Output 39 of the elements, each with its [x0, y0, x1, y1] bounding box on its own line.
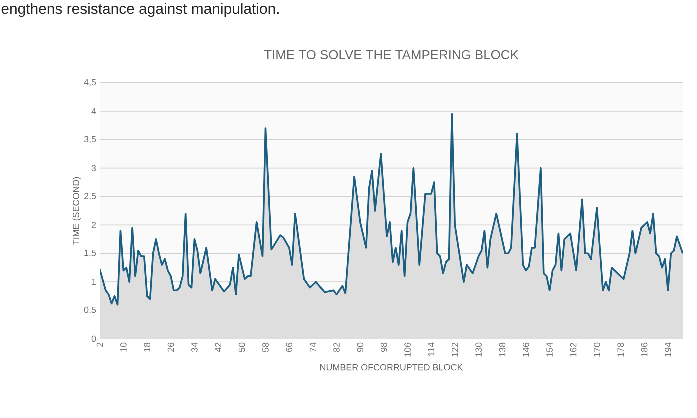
x-tick-label: 18: [144, 342, 151, 352]
x-tick-label: 122: [452, 342, 458, 357]
x-tick-label: 186: [641, 342, 648, 357]
y-axis-title: TIME (SECOND): [72, 177, 82, 245]
x-tick-label: 90: [357, 342, 364, 352]
x-tick-label: 130: [476, 342, 482, 357]
x-tick-label: 74: [310, 342, 316, 352]
x-tick-label: 114: [428, 342, 435, 356]
x-tick-label: 82: [334, 342, 340, 352]
y-tick-label: 3,5: [84, 136, 96, 144]
y-tick-label: 1,5: [84, 250, 96, 258]
y-tick-label: 2: [92, 222, 96, 228]
x-tick-label: 34: [192, 342, 198, 352]
x-tick-label: 162: [570, 342, 577, 357]
y-tick-label: 0,5: [84, 306, 96, 314]
x-tick-label: 194: [665, 342, 672, 357]
x-tick-label: 2: [96, 342, 104, 348]
x-tick-label: 170: [594, 342, 600, 357]
x-tick-label: 106: [404, 342, 411, 357]
y-tick-label: 0: [92, 336, 96, 342]
y-tick-label: 4,5: [84, 79, 96, 87]
x-tick-label: 178: [618, 342, 624, 357]
x-tick-label: 154: [546, 342, 553, 357]
x-tick-label: 10: [120, 342, 127, 352]
x-tick-label: 42: [215, 342, 222, 352]
x-axis-title: NUMBER OFCORRUPTED BLOCK: [320, 364, 464, 371]
y-tick-label: 1: [92, 279, 96, 286]
x-tick-label: 98: [380, 342, 388, 352]
y-tick-label: 3: [92, 165, 96, 172]
y-tick-label: 4: [92, 108, 96, 115]
x-tick-label: 146: [522, 342, 530, 357]
x-tick-label: 50: [238, 342, 246, 352]
x-tick-label: 58: [262, 342, 269, 352]
chart-title: TIME TO SOLVE THE TAMPERING BLOCK: [264, 50, 519, 60]
x-tick-label: 66: [286, 342, 293, 352]
y-tick-label: 2,5: [84, 193, 96, 200]
x-tick-label: 26: [168, 342, 174, 352]
x-tick-label: 138: [499, 342, 506, 357]
text: engthens resistance against manipulation.: [2, 3, 279, 18]
